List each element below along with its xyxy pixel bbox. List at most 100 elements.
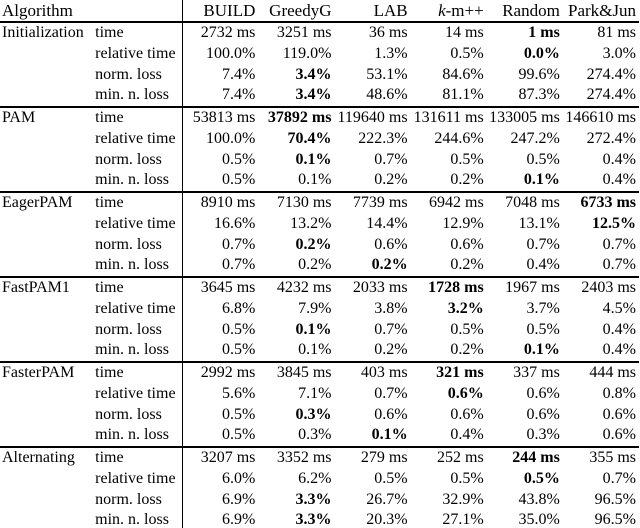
value-cell: 0.5% [222,150,256,168]
value-cell: 279 ms [360,449,408,466]
value-cell: 0.6% [602,426,636,444]
value-cell: 0.5% [450,469,484,487]
value-cell: 96.5% [594,511,636,528]
value-cell: 3.4% [295,65,332,83]
metric-label: norm. loss [95,234,183,256]
metric-label: relative time [95,128,183,150]
value-cell: 133005 ms [489,109,560,126]
value-cell: 20.3% [366,511,408,528]
value-cell: 131611 ms [413,109,484,126]
value-cell: 321 ms [436,364,484,381]
value-cell: 3.7% [526,299,560,317]
value-cell: 0.5% [222,426,256,444]
metric-label: time [95,362,183,384]
column-header-lab: LAB [373,1,408,20]
value-cell: 81.1% [442,86,484,104]
value-cell: 48.6% [366,86,408,104]
value-cell: 0.6% [526,405,560,423]
value-cell: 0.5% [374,469,408,487]
value-cell: 53.1% [366,65,408,83]
metric-label: min. n. loss [95,510,183,528]
value-cell: 0.3% [298,426,332,444]
metric-label: time [95,277,183,299]
value-cell: 355 ms [589,449,636,466]
column-header-build: BUILD [203,1,256,20]
algorithm-name [0,85,95,107]
value-cell: 0.6% [374,235,408,253]
value-cell: 0.2% [371,256,408,274]
value-cell: 6.0% [222,469,256,487]
table-row: relative time 5.6% 7.1% 0.7% 0.6% 0.6% 0.8% [0,383,639,405]
value-cell: 0.1% [298,341,332,359]
value-cell: 14.4% [366,214,408,232]
value-cell: 3251 ms [276,24,332,41]
value-cell: 7.9% [298,299,332,317]
value-cell: 119.0% [282,44,332,62]
value-cell: 0.4% [602,320,636,338]
value-cell: 0.5% [450,150,484,168]
value-cell: 0.8% [602,384,636,402]
table-row: norm. loss 7.4% 3.4% 53.1% 84.6% 99.6% 274.4% [0,64,639,86]
algorithm-name [0,235,95,256]
metric-label: relative time [95,383,183,405]
value-cell: 99.6% [518,65,560,83]
metric-label: norm. loss [95,64,183,86]
value-cell: 0.7% [374,320,408,338]
value-cell: 0.6% [602,405,636,423]
column-header-algorithm: Algorithm [0,0,183,22]
value-cell: 32.9% [442,490,484,508]
value-cell: 100.0% [206,129,256,147]
value-cell: 27.1% [442,511,484,528]
value-cell: 3.8% [374,299,408,317]
table-row: norm. loss 0.5% 0.1% 0.7% 0.5% 0.5% 0.4% [0,319,639,341]
value-cell: 3.4% [295,86,332,104]
value-cell: 3.3% [295,511,332,528]
value-cell: 0.2% [374,171,408,189]
algorithm-name [0,170,95,192]
value-cell: 119640 ms [337,109,408,126]
value-cell: 7739 ms [352,194,408,211]
metric-label: time [95,447,183,469]
value-cell: 13.1% [518,214,560,232]
value-cell: 1728 ms [428,279,484,296]
table-row: PAM time 53813 ms 37892 ms 119640 ms 131611 m… [0,107,639,129]
value-cell: 2992 ms [200,364,256,381]
value-cell: 1 ms [528,24,560,41]
metric-label: norm. loss [95,489,183,511]
value-cell: 87.3% [518,86,560,104]
table-row: relative time 6.0% 6.2% 0.5% 0.5% 0.5% 0.7% [0,468,639,490]
value-cell: 0.4% [526,256,560,274]
table-row: relative time 16.6% 13.2% 14.4% 12.9% 13.1% 12… [0,213,639,235]
metric-label: min. n. loss [95,425,183,447]
value-cell: 3.3% [295,490,332,508]
value-cell: 444 ms [589,364,636,381]
value-cell: 84.6% [442,65,484,83]
value-cell: 1967 ms [505,279,560,296]
algorithm-name: EagerPAM [2,194,73,211]
value-cell: 244 ms [512,449,560,466]
value-cell: 0.2% [298,256,332,274]
table-row: Alternating time 3207 ms 3352 ms 279 ms 252 m… [0,447,639,469]
table-row: min. n. loss 0.5% 0.3% 0.1% 0.4% 0.3% 0.6% [0,425,639,447]
value-cell: 0.6% [374,405,408,423]
metric-label: time [95,192,183,214]
metric-label: norm. loss [95,404,183,426]
column-header-random: Random [502,1,560,20]
value-cell: 0.1% [298,171,332,189]
value-cell: 0.5% [222,405,256,423]
value-cell: 0.5% [526,320,560,338]
algorithm-name: FastPAM1 [2,279,70,296]
table-row: relative time 100.0% 119.0% 1.3% 0.5% 0.0% 3.0… [0,43,639,65]
value-cell: 3645 ms [200,279,256,296]
algorithm-name [0,469,95,490]
value-cell: 0.6% [450,405,484,423]
algorithm-name [0,384,95,405]
value-cell: 3845 ms [276,364,332,381]
value-cell: 337 ms [513,364,560,381]
value-cell: 2033 ms [352,279,408,296]
value-cell: 81 ms [597,24,636,41]
metric-label: min. n. loss [95,255,183,277]
value-cell: 0.3% [526,426,560,444]
algorithm-name [0,510,95,528]
